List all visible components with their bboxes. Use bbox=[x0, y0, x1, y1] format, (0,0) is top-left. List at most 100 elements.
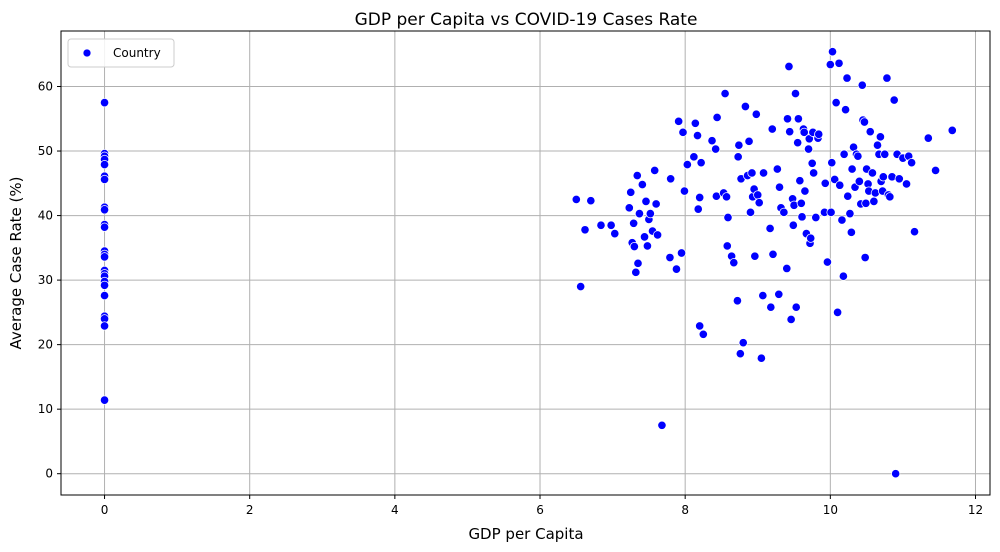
data-point bbox=[756, 353, 766, 363]
data-point bbox=[679, 186, 690, 196]
data-point bbox=[766, 302, 776, 312]
data-point bbox=[909, 227, 920, 237]
data-point bbox=[738, 338, 748, 348]
data-point bbox=[580, 225, 590, 235]
data-point bbox=[665, 252, 675, 263]
data-point bbox=[846, 227, 856, 237]
x-tick-label: 12 bbox=[968, 503, 983, 517]
data-point bbox=[711, 144, 721, 154]
data-point bbox=[847, 164, 857, 174]
data-point bbox=[894, 174, 904, 184]
data-point bbox=[857, 80, 867, 90]
data-point bbox=[947, 125, 957, 135]
data-point bbox=[735, 349, 745, 359]
data-point bbox=[641, 196, 651, 206]
data-point bbox=[633, 258, 643, 268]
data-point bbox=[571, 194, 581, 205]
data-point bbox=[747, 168, 757, 178]
y-tick-label: 40 bbox=[38, 209, 53, 223]
data-point bbox=[99, 160, 110, 170]
data-point bbox=[99, 321, 110, 331]
data-point bbox=[834, 58, 844, 68]
data-point bbox=[99, 205, 110, 215]
data-point bbox=[797, 212, 807, 222]
data-point bbox=[695, 192, 705, 203]
data-point bbox=[734, 140, 744, 150]
data-point bbox=[99, 280, 110, 290]
data-point bbox=[795, 176, 805, 186]
data-point bbox=[634, 209, 645, 219]
data-point bbox=[586, 196, 596, 206]
y-tick-label: 60 bbox=[38, 79, 53, 93]
data-point bbox=[796, 198, 806, 208]
data-point bbox=[803, 144, 814, 154]
x-tick-label: 4 bbox=[391, 503, 399, 517]
data-point bbox=[722, 241, 732, 251]
data-point bbox=[869, 196, 879, 206]
data-point bbox=[637, 180, 647, 190]
data-point bbox=[843, 191, 853, 201]
x-tick-label: 8 bbox=[681, 503, 689, 517]
data-point bbox=[865, 127, 875, 137]
data-point bbox=[626, 187, 636, 197]
y-tick-label: 20 bbox=[38, 338, 53, 352]
data-point bbox=[765, 223, 775, 234]
data-point bbox=[99, 395, 110, 405]
data-point bbox=[779, 207, 789, 217]
data-point bbox=[867, 168, 877, 178]
data-point bbox=[744, 136, 754, 146]
data-point bbox=[651, 199, 661, 209]
data-point bbox=[840, 105, 851, 115]
data-point bbox=[853, 151, 863, 161]
data-point bbox=[791, 302, 801, 312]
data-point bbox=[712, 112, 722, 123]
x-axis-ticks: 0 2 4 6 8 10 12 bbox=[101, 495, 983, 517]
data-point bbox=[827, 47, 838, 57]
data-point bbox=[696, 158, 706, 168]
data-point bbox=[788, 220, 798, 230]
y-tick-label: 10 bbox=[38, 402, 53, 416]
data-point bbox=[793, 114, 803, 124]
x-tick-label: 0 bbox=[101, 503, 109, 517]
data-point bbox=[606, 220, 616, 230]
y-tick-label: 0 bbox=[45, 467, 53, 481]
data-point bbox=[838, 271, 848, 281]
data-point bbox=[772, 164, 782, 174]
data-point bbox=[806, 233, 816, 243]
x-tick-label: 2 bbox=[246, 503, 254, 517]
legend: Country bbox=[67, 38, 175, 68]
data-point bbox=[882, 73, 892, 83]
data-point bbox=[837, 215, 847, 225]
data-point bbox=[639, 232, 650, 242]
data-point bbox=[782, 263, 792, 274]
data-point bbox=[835, 180, 845, 190]
data-point bbox=[872, 140, 883, 150]
data-point bbox=[698, 329, 708, 339]
data-point bbox=[676, 248, 687, 258]
data-point bbox=[901, 179, 912, 189]
data-point bbox=[99, 98, 110, 108]
data-point bbox=[768, 249, 778, 259]
data-point bbox=[875, 132, 885, 142]
x-tick-label: 10 bbox=[823, 503, 838, 517]
data-point bbox=[732, 296, 743, 306]
data-point bbox=[99, 252, 110, 262]
data-point bbox=[650, 165, 660, 175]
data-point bbox=[826, 207, 836, 217]
data-point bbox=[891, 469, 901, 479]
data-point bbox=[830, 174, 840, 185]
data-point bbox=[854, 176, 864, 186]
data-point bbox=[645, 209, 655, 219]
data-point bbox=[682, 160, 692, 170]
y-axis-label: Average Case Rate (%) bbox=[7, 177, 25, 350]
data-point bbox=[833, 307, 843, 317]
data-point bbox=[793, 138, 803, 148]
data-point bbox=[723, 212, 733, 223]
data-point bbox=[733, 152, 743, 162]
plot-area-frame bbox=[60, 30, 991, 496]
data-point bbox=[758, 291, 768, 301]
y-tick-label: 50 bbox=[38, 144, 53, 158]
data-point bbox=[99, 291, 110, 301]
data-point bbox=[831, 98, 841, 108]
